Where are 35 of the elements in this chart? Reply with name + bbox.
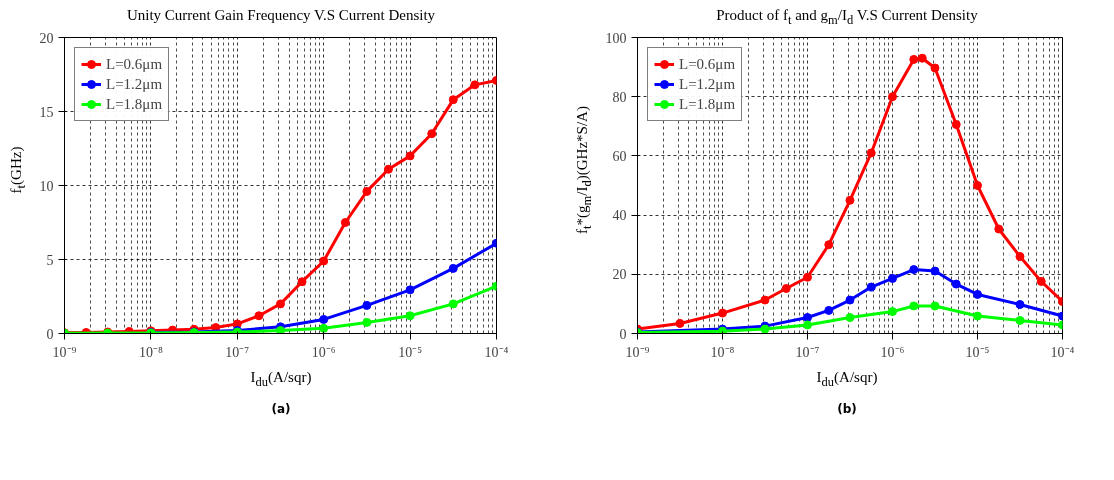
x-tick-label: 10⁻⁶ — [880, 344, 905, 360]
y-tick-label: 60 — [612, 148, 627, 164]
x-tick-label: 10⁻⁷ — [795, 344, 820, 360]
y-tick-label: 20 — [39, 30, 54, 46]
legend-label: L=1.2μm — [106, 75, 163, 93]
legend-label: L=0.6μm — [106, 55, 163, 73]
y-tick-label: 0 — [619, 326, 627, 342]
legend-label: L=1.8μm — [679, 95, 736, 113]
y-tick-label: 20 — [612, 267, 627, 283]
y-tick-label: 40 — [612, 208, 627, 224]
legend-label: L=1.2μm — [679, 75, 736, 93]
x-tick-label: 10⁻⁸ — [710, 344, 735, 360]
y-tick-label: 10 — [39, 178, 54, 194]
y-tick-label: 0 — [46, 326, 54, 342]
x-tick-label: 10⁻⁵ — [965, 344, 990, 360]
x-tick-label: 10⁻⁷ — [225, 344, 250, 360]
x-axis-title: I$_{du}$(A/sqr) — [815, 368, 879, 391]
y-tick-label: 5 — [46, 252, 54, 268]
legend-label: L=0.6μm — [679, 55, 736, 73]
x-tick-label: 10⁻⁹ — [52, 344, 77, 360]
text: (b) — [836, 401, 858, 418]
text: (a) — [270, 401, 292, 418]
y-tick-label: 15 — [39, 104, 54, 120]
x-tick-label: 10⁻⁶ — [311, 344, 336, 360]
x-tick-label: 10⁻⁴ — [1050, 344, 1075, 360]
x-tick-label: 10⁻⁵ — [398, 344, 423, 360]
chart-title: Product of f$_{t}$ and g$_{m}$/I$_{d}$ V.S Current Density — [715, 6, 979, 29]
x-tick-label: 10⁻⁹ — [625, 344, 650, 360]
chart-title: Unity Current Gain Frequency V.S Current Density — [125, 6, 437, 25]
y-tick-label: 80 — [612, 89, 627, 105]
legend-label: L=1.8μm — [106, 95, 163, 113]
x-tick-label: 10⁻⁴ — [484, 344, 509, 360]
x-axis-title: I$_{du}$(A/sqr) — [249, 368, 313, 391]
x-tick-label: 10⁻⁸ — [138, 344, 163, 360]
y-tick-label: 100 — [605, 30, 627, 46]
